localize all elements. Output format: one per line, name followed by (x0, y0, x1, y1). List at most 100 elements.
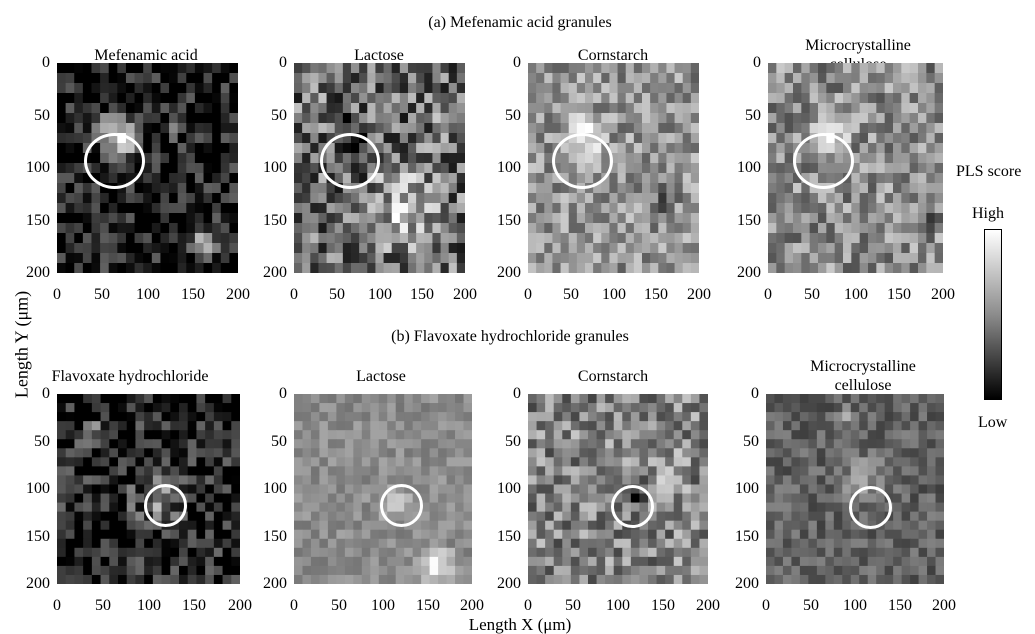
tick-label: 100 (263, 480, 287, 497)
tick-label: 50 (743, 433, 759, 450)
heatmap-cells (528, 394, 708, 584)
tick-label: 50 (271, 433, 287, 450)
tick-label: 100 (368, 286, 392, 303)
tick-label: 150 (737, 212, 761, 229)
y-axis-label: Length Y (μm) (11, 290, 32, 399)
highlight-circle-b3 (611, 485, 654, 528)
tick-label: 50 (565, 597, 581, 614)
tick-label: 150 (887, 286, 911, 303)
panel-a1-title: Mefenamic acid (94, 47, 198, 64)
heatmap-cells (294, 394, 472, 584)
tick-label: 150 (651, 597, 675, 614)
panel-b3-title: Cornstarch (577, 368, 649, 385)
highlight-circle-a2 (320, 133, 380, 189)
tick-label: 200 (226, 286, 250, 303)
pls-map-b2 (294, 394, 472, 584)
tick-label: 150 (26, 528, 50, 545)
tick-label: 100 (136, 286, 160, 303)
tick-label: 150 (26, 212, 50, 229)
tick-label: 50 (803, 597, 819, 614)
section-a-title: (a) Mefenamic acid granules (428, 14, 612, 31)
tick-label: 200 (453, 286, 477, 303)
highlight-circle-b2 (380, 484, 423, 527)
tick-label: 0 (751, 385, 759, 402)
tick-label: 200 (696, 597, 720, 614)
tick-label: 150 (497, 528, 521, 545)
tick-label: 0 (513, 385, 521, 402)
panel-a3-title: Cornstarch (577, 47, 649, 64)
tick-label: 150 (644, 286, 668, 303)
tick-label: 50 (505, 107, 521, 124)
tick-label: 200 (735, 575, 759, 592)
tick-label: 200 (263, 264, 287, 281)
tick-label: 200 (497, 575, 521, 592)
tick-label: 100 (371, 597, 395, 614)
tick-label: 50 (34, 433, 50, 450)
panel-b2-title: Lactose (356, 368, 406, 385)
tick-label: 50 (34, 107, 50, 124)
pls-map-b1 (57, 394, 240, 584)
tick-label: 100 (137, 597, 161, 614)
colorbar-title: PLS score (956, 163, 1022, 180)
tick-label: 0 (53, 286, 61, 303)
tick-label: 150 (263, 528, 287, 545)
heatmap-cells (766, 394, 944, 584)
tick-label: 200 (263, 575, 287, 592)
tick-label: 200 (497, 264, 521, 281)
tick-label: 200 (932, 597, 956, 614)
tick-label: 150 (497, 212, 521, 229)
section-b-title: (b) Flavoxate hydrochloride granules (391, 328, 629, 345)
tick-label: 50 (563, 286, 579, 303)
tick-label: 50 (331, 597, 347, 614)
tick-label: 0 (53, 597, 61, 614)
tick-label: 100 (843, 597, 867, 614)
highlight-circle-a4 (793, 133, 854, 189)
tick-label: 50 (94, 286, 110, 303)
tick-label: 0 (762, 597, 770, 614)
tick-label: 0 (753, 54, 761, 71)
x-axis-label: Length X (μm) (468, 615, 572, 634)
tick-label: 150 (263, 212, 287, 229)
tick-label: 200 (460, 597, 484, 614)
tick-label: 0 (42, 54, 50, 71)
tick-label: 100 (606, 597, 630, 614)
tick-label: 0 (524, 286, 532, 303)
heatmap-cells (294, 63, 465, 273)
tick-label: 0 (764, 286, 772, 303)
pls-map-a2 (294, 63, 465, 273)
pls-colorbar (984, 229, 1002, 400)
tick-label: 200 (931, 286, 955, 303)
tick-label: 150 (735, 528, 759, 545)
colorbar-low-label: Low (978, 414, 1008, 431)
tick-label: 150 (888, 597, 912, 614)
tick-label: 150 (410, 286, 434, 303)
tick-label: 150 (416, 597, 440, 614)
panel-b1-title: Flavoxate hydrochloride (51, 368, 209, 385)
pls-map-b4 (766, 394, 944, 584)
panel-b4-title: Microcrystalline cellulose (810, 358, 916, 394)
panel-a2-title: Lactose (354, 47, 404, 64)
tick-label: 0 (290, 286, 298, 303)
tick-label: 0 (279, 385, 287, 402)
tick-label: 100 (737, 159, 761, 176)
highlight-circle-a3 (552, 133, 613, 189)
tick-label: 0 (290, 597, 298, 614)
highlight-circle-a1 (84, 133, 145, 189)
tick-label: 50 (95, 597, 111, 614)
tick-label: 100 (26, 480, 50, 497)
tick-label: 200 (687, 286, 711, 303)
tick-label: 0 (524, 597, 532, 614)
highlight-circle-b1 (144, 484, 187, 527)
tick-label: 100 (263, 159, 287, 176)
tick-label: 100 (735, 480, 759, 497)
tick-label: 50 (505, 433, 521, 450)
tick-label: 150 (181, 286, 205, 303)
tick-label: 200 (737, 264, 761, 281)
tick-label: 50 (329, 286, 345, 303)
tick-label: 100 (497, 480, 521, 497)
tick-label: 100 (26, 159, 50, 176)
tick-label: 100 (844, 286, 868, 303)
tick-label: 200 (26, 264, 50, 281)
tick-label: 50 (804, 286, 820, 303)
colorbar-high-label: High (972, 205, 1004, 222)
